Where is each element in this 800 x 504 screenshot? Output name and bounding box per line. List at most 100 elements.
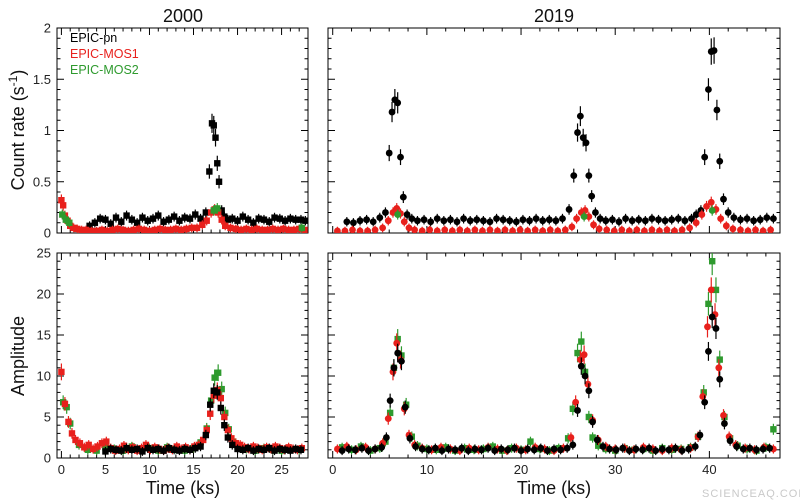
data-point bbox=[580, 351, 588, 359]
data-point bbox=[287, 215, 294, 222]
data-point bbox=[716, 375, 724, 383]
data-point bbox=[139, 214, 146, 221]
data-point bbox=[580, 213, 588, 221]
data-point bbox=[573, 215, 580, 223]
y-tick-label: 10 bbox=[37, 369, 51, 384]
data-point bbox=[140, 226, 148, 233]
data-point bbox=[527, 438, 534, 445]
data-point bbox=[350, 219, 357, 227]
data-point bbox=[76, 440, 84, 447]
data-point bbox=[214, 160, 221, 167]
data-point bbox=[403, 211, 411, 218]
data-point bbox=[218, 207, 225, 214]
data-point bbox=[707, 198, 715, 206]
data-point bbox=[146, 227, 153, 233]
data-point bbox=[229, 215, 236, 222]
data-point bbox=[589, 434, 596, 441]
data-point bbox=[753, 446, 760, 454]
data-point bbox=[86, 222, 93, 230]
data-point bbox=[167, 226, 174, 233]
data-point bbox=[186, 446, 194, 453]
data-point bbox=[155, 445, 162, 453]
data-point bbox=[759, 227, 767, 233]
data-point bbox=[463, 227, 471, 233]
data-point bbox=[701, 398, 709, 406]
data-point bbox=[595, 442, 602, 449]
data-point bbox=[648, 215, 656, 223]
data-point bbox=[334, 227, 341, 233]
data-point bbox=[721, 420, 728, 427]
data-point bbox=[363, 216, 371, 224]
data-point bbox=[58, 368, 65, 376]
data-point bbox=[493, 215, 500, 223]
data-point bbox=[696, 431, 704, 439]
data-point bbox=[593, 436, 601, 444]
data-point bbox=[144, 444, 151, 452]
data-point bbox=[244, 216, 252, 223]
data-point bbox=[285, 226, 292, 233]
y-axis-title-amplitude: Amplitude bbox=[8, 316, 28, 396]
data-point bbox=[433, 227, 441, 233]
x-tick-label: 0 bbox=[329, 462, 336, 477]
data-point bbox=[394, 99, 402, 107]
legend-item-epic-mos1: EPIC-MOS1 bbox=[70, 47, 139, 61]
data-point bbox=[581, 207, 589, 214]
data-point bbox=[656, 227, 663, 233]
data-point bbox=[715, 364, 723, 372]
data-point bbox=[756, 216, 764, 224]
data-point bbox=[393, 339, 401, 347]
data-point bbox=[557, 446, 564, 454]
data-point bbox=[716, 157, 724, 165]
x-axis-title-2019: Time (ks) bbox=[517, 478, 591, 498]
data-point bbox=[176, 447, 183, 454]
series-layer bbox=[58, 363, 306, 456]
data-point bbox=[280, 225, 287, 233]
data-point bbox=[471, 445, 479, 453]
data-point bbox=[729, 225, 737, 233]
data-point bbox=[130, 226, 137, 233]
data-point bbox=[118, 218, 125, 225]
series-epic-mos1 bbox=[334, 196, 774, 233]
data-point bbox=[215, 178, 223, 185]
data-point bbox=[244, 444, 252, 452]
data-point bbox=[582, 139, 590, 147]
data-point bbox=[212, 134, 219, 141]
series-epic-mos2 bbox=[59, 364, 303, 456]
series-epic-mos2 bbox=[59, 203, 306, 233]
data-point bbox=[585, 387, 593, 395]
data-point bbox=[384, 217, 392, 225]
data-point bbox=[678, 226, 686, 233]
data-point bbox=[730, 214, 738, 222]
data-point bbox=[431, 444, 439, 452]
y-tick-label: 1.5 bbox=[33, 72, 51, 87]
data-point bbox=[763, 214, 771, 222]
data-point bbox=[214, 389, 221, 396]
data-point bbox=[394, 349, 402, 357]
data-point bbox=[199, 221, 206, 228]
data-point bbox=[133, 445, 141, 453]
data-point bbox=[569, 441, 577, 449]
data-point bbox=[608, 216, 616, 224]
data-point bbox=[596, 215, 604, 223]
data-point bbox=[509, 227, 516, 233]
data-point bbox=[89, 445, 97, 453]
data-point bbox=[441, 226, 449, 233]
panel-title-2019: 2019 bbox=[534, 6, 574, 26]
data-point bbox=[707, 286, 715, 294]
data-point bbox=[641, 227, 648, 233]
data-point bbox=[128, 216, 136, 223]
data-point bbox=[572, 398, 580, 406]
data-point bbox=[658, 445, 666, 453]
data-point bbox=[285, 444, 292, 451]
data-point bbox=[405, 224, 413, 232]
y-tick-label: 0.5 bbox=[33, 174, 51, 189]
data-point bbox=[203, 217, 210, 224]
data-point bbox=[378, 443, 386, 451]
data-point bbox=[577, 362, 585, 370]
series-epic-pn bbox=[86, 113, 308, 231]
data-point bbox=[737, 216, 744, 224]
data-point bbox=[561, 226, 569, 233]
data-point bbox=[584, 380, 592, 388]
data-point bbox=[259, 226, 266, 233]
